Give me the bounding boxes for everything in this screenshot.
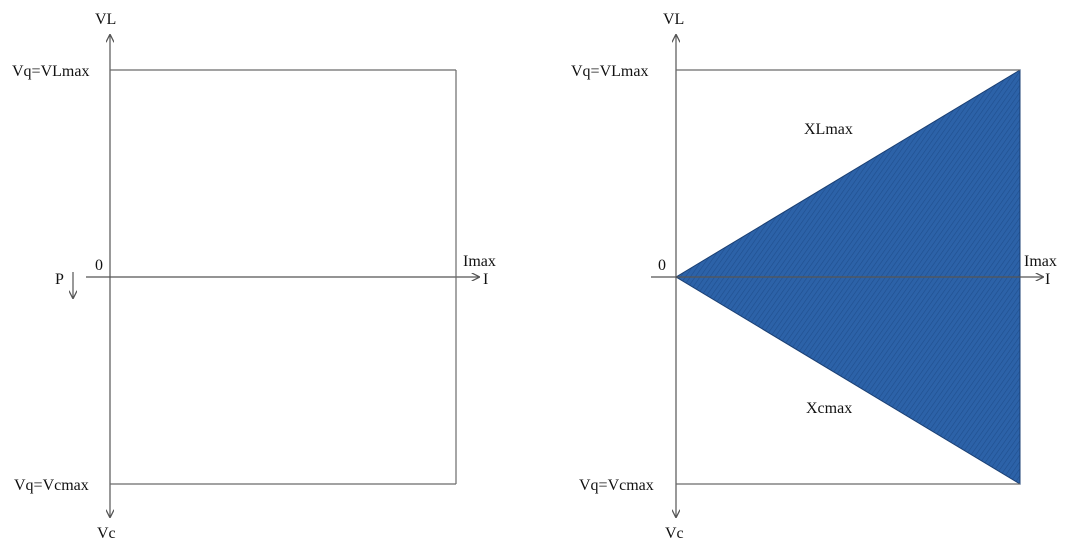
left-diagram: VL Vc I Imax 0 P Vq=VLmax Vq=Vcmax	[12, 11, 496, 542]
right-origin-label: 0	[658, 257, 666, 274]
left-i-label: I	[483, 271, 488, 288]
xc-max-label: Xcmax	[806, 400, 852, 417]
p-label: P	[55, 271, 64, 288]
left-origin-label: 0	[95, 257, 103, 274]
left-imax-label: Imax	[463, 253, 496, 270]
xl-max-label: XLmax	[804, 121, 853, 138]
right-vc-label: Vc	[665, 525, 684, 542]
right-diagram: VL Vc I Imax 0 Vq=VLmax Vq=Vcmax XLmax X…	[571, 11, 1057, 542]
right-vlmax-label: Vq=VLmax	[571, 63, 648, 80]
left-vl-label: VL	[95, 11, 116, 28]
right-imax-label: Imax	[1024, 253, 1057, 270]
left-vlmax-label: Vq=VLmax	[12, 63, 89, 80]
right-i-label: I	[1045, 271, 1050, 288]
right-vl-label: VL	[663, 11, 684, 28]
left-vcmax-label: Vq=Vcmax	[14, 477, 89, 494]
left-vc-label: Vc	[97, 525, 116, 542]
right-vcmax-label: Vq=Vcmax	[579, 477, 654, 494]
